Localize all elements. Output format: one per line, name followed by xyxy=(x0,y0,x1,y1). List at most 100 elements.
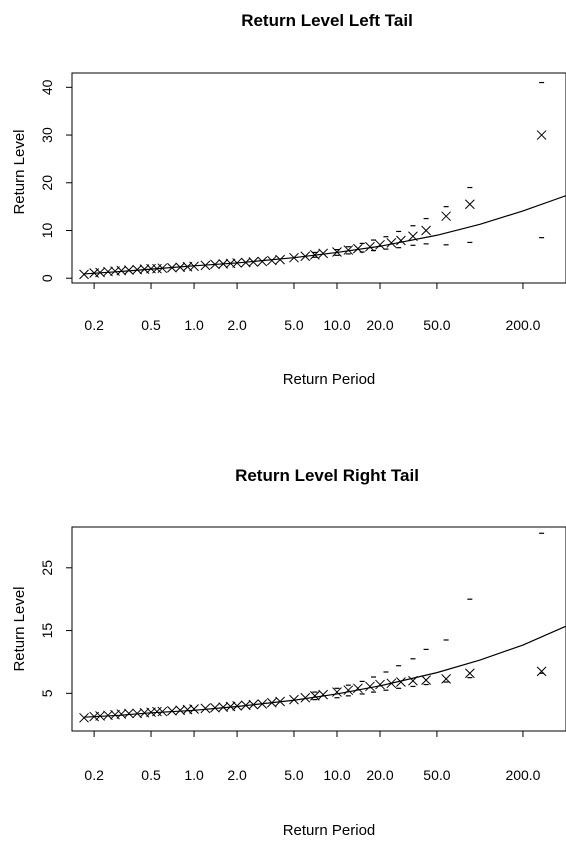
x-tick-label: 20.0 xyxy=(366,317,393,333)
fitted-curve xyxy=(84,195,566,275)
x-tick-label: 0.5 xyxy=(141,317,161,333)
chart-left-tail-svg: Return Level Left Tail Return Period Ret… xyxy=(11,11,566,388)
x-tick-label: 0.2 xyxy=(84,317,104,333)
data-point-x xyxy=(275,254,285,265)
x-tick-label: 200.0 xyxy=(505,317,540,333)
data-point-x xyxy=(200,260,211,271)
data-point-x xyxy=(240,700,251,711)
data-point-x xyxy=(386,678,397,689)
data-point-x xyxy=(365,241,375,252)
data-point-x xyxy=(266,255,277,266)
data-point-x xyxy=(152,706,162,717)
data-point-x xyxy=(210,702,220,713)
data-point-x xyxy=(289,252,299,263)
x-tick-label: 0.2 xyxy=(84,767,104,783)
data-point-x xyxy=(200,703,211,714)
data-point-x xyxy=(266,697,277,708)
data-point-x xyxy=(408,675,418,686)
x-axis-label: Return Period xyxy=(283,371,376,388)
x-tick-label: 50.0 xyxy=(423,767,450,783)
x-axis-label: Return Period xyxy=(283,822,376,839)
data-point-x xyxy=(95,711,105,721)
data-point-x xyxy=(248,257,259,267)
data-point-x xyxy=(441,211,451,222)
y-tick-label: 20 xyxy=(39,175,55,191)
data-point-x xyxy=(464,199,475,210)
chart-right-tail: Return Level Right Tail Return Period Re… xyxy=(0,422,566,844)
data-point-x xyxy=(257,256,268,267)
x-tick-label: 0.5 xyxy=(141,767,161,783)
data-point-x xyxy=(275,696,285,707)
chart-left-tail: Return Level Left Tail Return Period Ret… xyxy=(11,11,566,388)
x-tick-label: 10.0 xyxy=(323,767,350,783)
y-tick-label: 5 xyxy=(39,689,55,697)
plot-frame xyxy=(71,72,566,284)
data-point-x xyxy=(189,704,199,714)
data-point-x xyxy=(257,699,268,709)
data-point-x xyxy=(189,261,199,272)
fitted-curve xyxy=(84,625,566,718)
data-point-x xyxy=(210,259,220,270)
plot-frame xyxy=(71,526,566,732)
plot-data xyxy=(79,81,566,280)
data-point-x xyxy=(310,249,320,260)
data-point-x xyxy=(124,708,134,719)
x-tick-label: 5.0 xyxy=(284,767,304,783)
data-point-x xyxy=(332,687,342,697)
data-point-x xyxy=(441,674,451,684)
data-point-x xyxy=(116,265,127,276)
data-point-x xyxy=(353,683,363,694)
data-point-x xyxy=(396,677,406,687)
x-tick-label: 5.0 xyxy=(284,317,304,333)
data-point-x xyxy=(343,685,354,696)
data-point-x xyxy=(124,265,134,275)
data-point-x xyxy=(116,709,127,719)
data-point-x xyxy=(464,668,475,679)
data-point-x xyxy=(343,245,354,255)
data-point-x xyxy=(386,238,397,248)
data-point-x xyxy=(167,262,177,273)
data-point-x xyxy=(248,699,259,710)
x-tick-label: 1.0 xyxy=(184,767,204,783)
data-point-x xyxy=(318,689,328,700)
y-tick-label: 0 xyxy=(39,274,55,282)
y-tick-label: 30 xyxy=(39,127,55,143)
x-tick-label: 2.0 xyxy=(227,317,247,333)
data-point-x xyxy=(375,239,385,250)
data-point-x xyxy=(310,690,320,701)
data-point-x xyxy=(240,257,251,268)
data-point-x xyxy=(375,679,385,690)
chart-title: Return Level Left Tail xyxy=(241,11,413,30)
x-tick-label: 1.0 xyxy=(184,317,204,333)
data-point-x xyxy=(175,262,186,273)
data-point-x xyxy=(396,235,406,246)
data-point-x xyxy=(365,681,375,692)
data-point-x xyxy=(421,225,431,236)
chart-title: Return Level Right Tail xyxy=(235,466,419,485)
x-tick-label: 20.0 xyxy=(366,767,393,783)
data-point-x xyxy=(218,259,229,269)
data-point-x xyxy=(132,264,143,275)
data-point-x xyxy=(95,267,105,278)
data-point-x xyxy=(232,258,242,268)
y-axis-label: Return Level xyxy=(11,586,28,671)
x-tick-label: 200.0 xyxy=(505,767,540,783)
data-point-x xyxy=(79,712,89,723)
data-point-x xyxy=(421,675,431,686)
data-point-x xyxy=(332,247,342,257)
y-tick-label: 15 xyxy=(39,623,55,639)
y-tick-label: 25 xyxy=(39,560,55,576)
x-tick-label: 10.0 xyxy=(323,317,350,333)
x-tick-label: 2.0 xyxy=(227,767,247,783)
data-point-x xyxy=(536,130,547,140)
data-point-x xyxy=(318,248,328,259)
chart-right-tail-svg: Return Level Right Tail Return Period Re… xyxy=(11,466,566,839)
y-tick-label: 40 xyxy=(39,79,55,95)
data-point-x xyxy=(157,706,168,717)
x-tick-label: 50.0 xyxy=(423,317,450,333)
data-point-x xyxy=(408,231,418,242)
data-point-x xyxy=(289,694,299,705)
data-point-x xyxy=(157,263,168,274)
data-point-x xyxy=(232,701,242,711)
data-point-x xyxy=(300,692,311,703)
